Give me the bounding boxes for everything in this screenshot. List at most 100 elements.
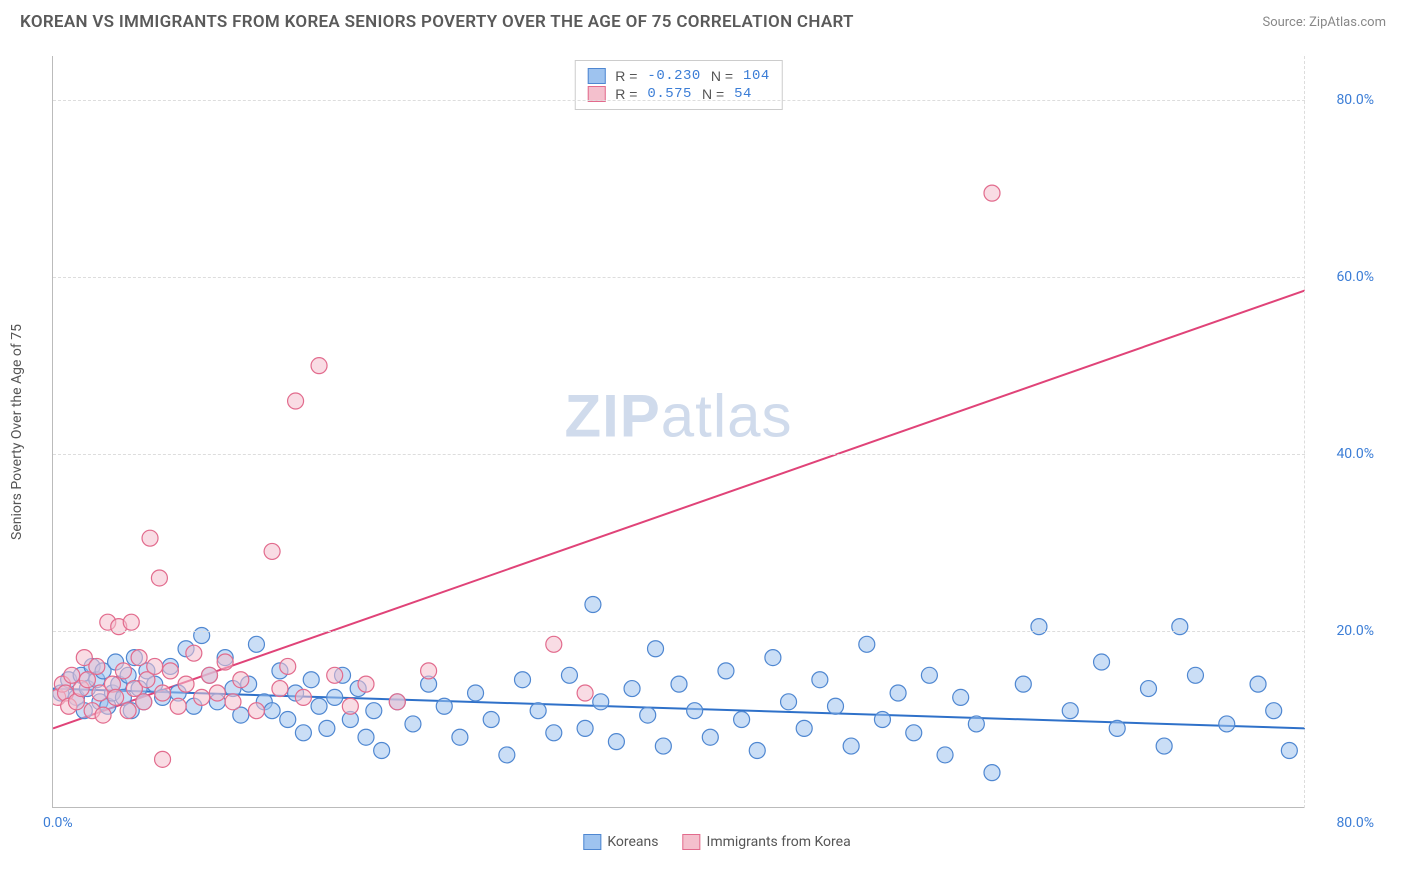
data-point-koreans — [483, 712, 499, 728]
data-point-koreans — [111, 676, 127, 692]
gridline-h — [53, 100, 1305, 101]
gridline-h — [53, 631, 1305, 632]
data-point-immigrants — [295, 689, 311, 705]
data-point-immigrants — [327, 667, 343, 683]
data-point-koreans — [530, 703, 546, 719]
y-tick-label: 20.0% — [1314, 623, 1374, 639]
y-axis-title: Seniors Poverty Over the Age of 75 — [9, 324, 25, 540]
data-point-koreans — [828, 698, 844, 714]
data-point-immigrants — [61, 698, 77, 714]
data-point-immigrants — [248, 703, 264, 719]
data-point-immigrants — [342, 698, 358, 714]
n-label: N = — [711, 68, 733, 84]
data-point-koreans — [953, 689, 969, 705]
data-point-koreans — [95, 663, 111, 679]
data-point-koreans — [593, 694, 609, 710]
data-point-koreans — [53, 685, 69, 701]
data-point-koreans — [921, 667, 937, 683]
data-point-koreans — [640, 707, 656, 723]
swatch-icon — [587, 68, 605, 84]
data-point-immigrants — [111, 619, 127, 635]
chart-title: KOREAN VS IMMIGRANTS FROM KOREA SENIORS … — [20, 12, 854, 32]
data-point-immigrants — [311, 358, 327, 374]
data-point-koreans — [1015, 676, 1031, 692]
y-tick-label: 60.0% — [1314, 269, 1374, 285]
legend-label: Koreans — [607, 834, 658, 850]
data-point-koreans — [906, 725, 922, 741]
data-point-koreans — [147, 676, 163, 692]
data-point-koreans — [624, 681, 640, 697]
data-point-immigrants — [54, 676, 70, 692]
gridline-h — [53, 454, 1305, 455]
data-point-koreans — [342, 712, 358, 728]
data-point-koreans — [73, 667, 89, 683]
data-point-immigrants — [104, 676, 120, 692]
data-point-immigrants — [272, 681, 288, 697]
data-point-koreans — [92, 694, 108, 710]
data-point-koreans — [561, 667, 577, 683]
x-axis-min-label: 0.0% — [43, 815, 73, 831]
data-point-immigrants — [178, 676, 194, 692]
data-point-koreans — [170, 685, 186, 701]
data-point-koreans — [1062, 703, 1078, 719]
data-point-koreans — [104, 685, 120, 701]
data-point-koreans — [648, 641, 664, 657]
gridline-h — [53, 277, 1305, 278]
data-point-koreans — [366, 703, 382, 719]
data-point-immigrants — [123, 614, 139, 630]
data-point-immigrants — [73, 681, 89, 697]
data-point-immigrants — [155, 685, 171, 701]
data-point-immigrants — [139, 672, 155, 688]
data-point-immigrants — [217, 654, 233, 670]
scatter-svg — [53, 56, 1305, 808]
data-point-immigrants — [79, 672, 95, 688]
data-point-immigrants — [58, 685, 74, 701]
data-point-immigrants — [233, 672, 249, 688]
data-point-immigrants — [95, 707, 111, 723]
data-point-koreans — [608, 734, 624, 750]
data-point-immigrants — [142, 530, 158, 546]
data-point-immigrants — [577, 685, 593, 701]
data-point-koreans — [1219, 716, 1235, 732]
data-point-koreans — [1187, 667, 1203, 683]
data-point-immigrants — [288, 393, 304, 409]
y-tick-label: 40.0% — [1314, 446, 1374, 462]
data-point-immigrants — [92, 685, 108, 701]
data-point-koreans — [319, 720, 335, 736]
data-point-koreans — [76, 703, 92, 719]
data-point-koreans — [241, 676, 257, 692]
data-point-koreans — [718, 663, 734, 679]
data-point-immigrants — [546, 636, 562, 652]
data-point-koreans — [280, 712, 296, 728]
data-point-immigrants — [170, 698, 186, 714]
data-point-koreans — [1031, 619, 1047, 635]
data-point-immigrants — [120, 703, 136, 719]
legend-label: Immigrants from Korea — [707, 834, 851, 850]
data-point-koreans — [303, 672, 319, 688]
data-point-koreans — [1266, 703, 1282, 719]
data-point-koreans — [859, 636, 875, 652]
data-point-koreans — [233, 707, 249, 723]
data-point-koreans — [194, 627, 210, 643]
data-point-koreans — [248, 636, 264, 652]
data-point-koreans — [671, 676, 687, 692]
data-point-koreans — [79, 681, 95, 697]
chart-area: Seniors Poverty Over the Age of 75 ZIPat… — [52, 56, 1382, 824]
data-point-immigrants — [76, 650, 92, 666]
data-point-koreans — [436, 698, 452, 714]
data-point-immigrants — [108, 689, 124, 705]
data-point-koreans — [139, 663, 155, 679]
data-point-koreans — [546, 725, 562, 741]
source-attribution: Source: ZipAtlas.com — [1262, 15, 1386, 30]
watermark-atlas: atlas — [661, 383, 793, 450]
plot-region: Seniors Poverty Over the Age of 75 ZIPat… — [52, 56, 1304, 808]
r-label: R = — [615, 68, 637, 84]
data-point-koreans — [178, 641, 194, 657]
data-point-koreans — [358, 729, 374, 745]
data-point-koreans — [1172, 619, 1188, 635]
data-point-immigrants — [280, 658, 296, 674]
data-point-koreans — [100, 698, 116, 714]
swatch-icon — [583, 834, 601, 850]
data-point-immigrants — [53, 689, 66, 705]
data-point-koreans — [734, 712, 750, 728]
